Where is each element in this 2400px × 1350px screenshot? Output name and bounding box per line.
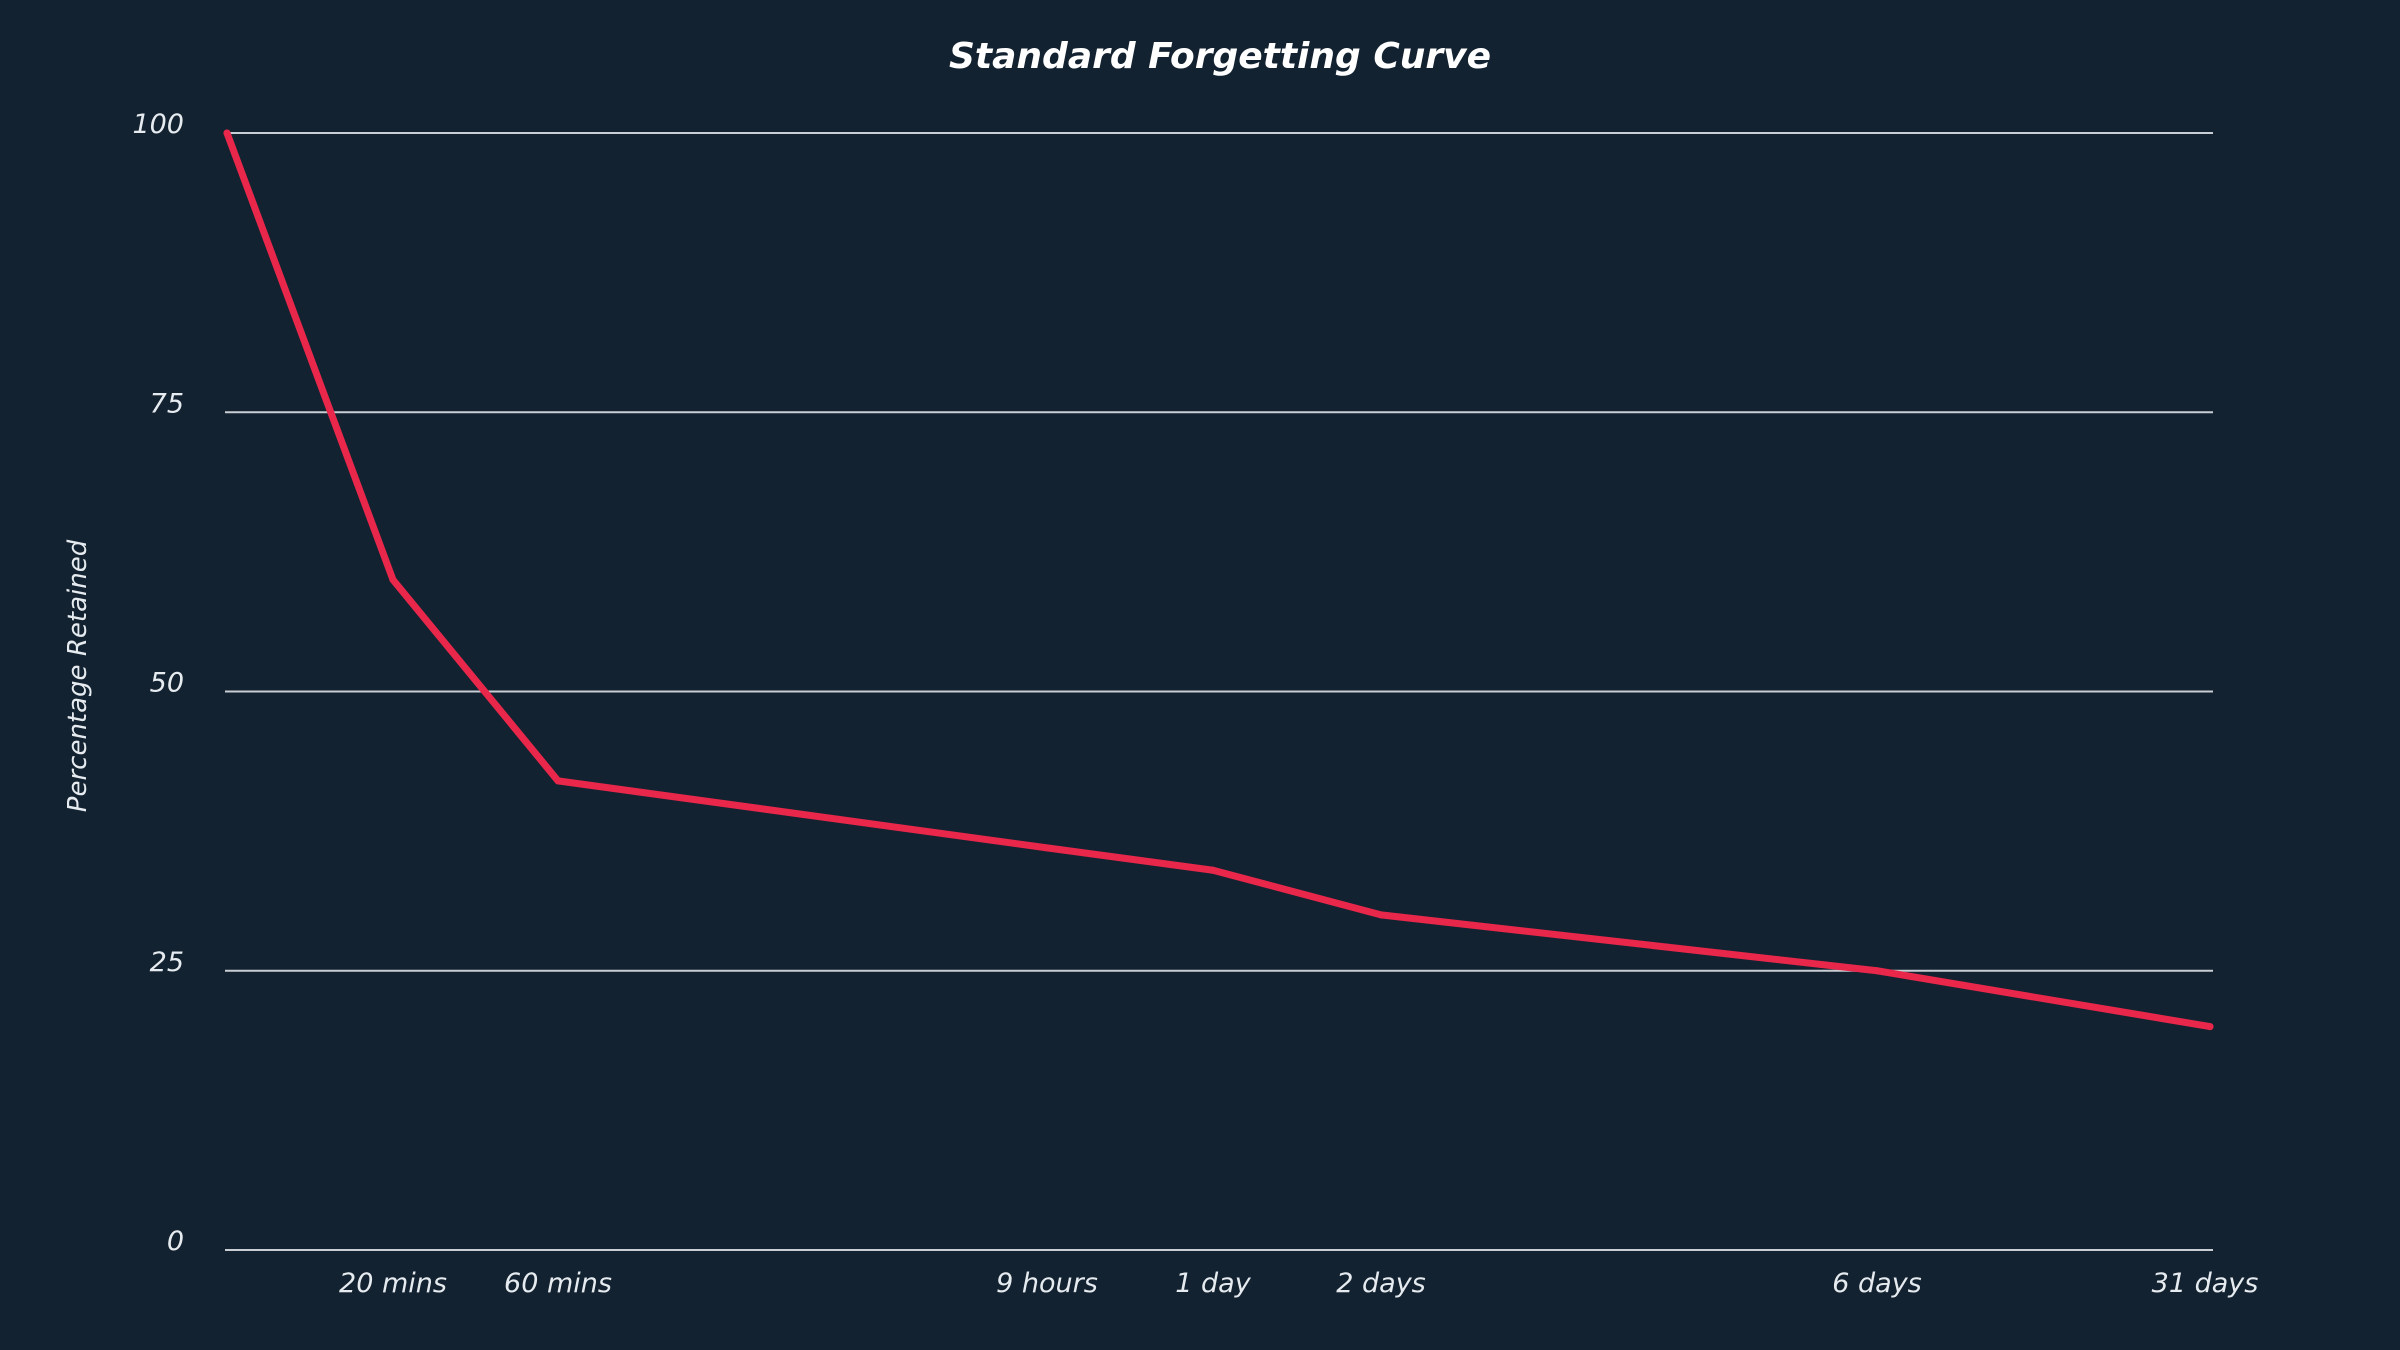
- y-tick-label: 50: [150, 668, 184, 699]
- series-line: [223, 129, 2214, 1031]
- data-point: [1209, 866, 1217, 874]
- x-tick-label: 31 days: [2152, 1268, 2259, 1299]
- x-tick-label: 6 days: [1832, 1268, 1922, 1299]
- x-tick-label: 2 days: [1336, 1268, 1426, 1299]
- y-tick-label: 0: [167, 1226, 184, 1257]
- y-tick-label: 25: [150, 947, 184, 978]
- x-tick-label: 20 mins: [339, 1268, 447, 1299]
- x-tick-label: 9 hours: [996, 1268, 1098, 1299]
- gridlines: [225, 132, 2213, 1251]
- y-axis-tick-labels: 0 25 50 75 100: [132, 109, 184, 1257]
- data-point: [1377, 911, 1385, 919]
- data-point: [554, 777, 562, 785]
- y-axis-label: Percentage Retained: [63, 539, 93, 812]
- x-tick-label: 60 mins: [504, 1268, 612, 1299]
- data-point: [1043, 844, 1051, 852]
- data-point: [389, 576, 397, 584]
- y-tick-label: 100: [132, 109, 184, 140]
- data-point: [223, 129, 231, 137]
- data-point: [2206, 1023, 2214, 1031]
- data-point: [1873, 967, 1881, 975]
- x-axis-tick-labels: 20 mins 60 mins 9 hours 1 day 2 days 6 days 31…: [339, 1268, 2258, 1299]
- x-tick-label: 1 day: [1175, 1268, 1251, 1299]
- y-tick-label: 75: [150, 388, 184, 419]
- chart-title: Standard Forgetting Curve: [949, 36, 1491, 77]
- series-group: [223, 129, 2214, 1031]
